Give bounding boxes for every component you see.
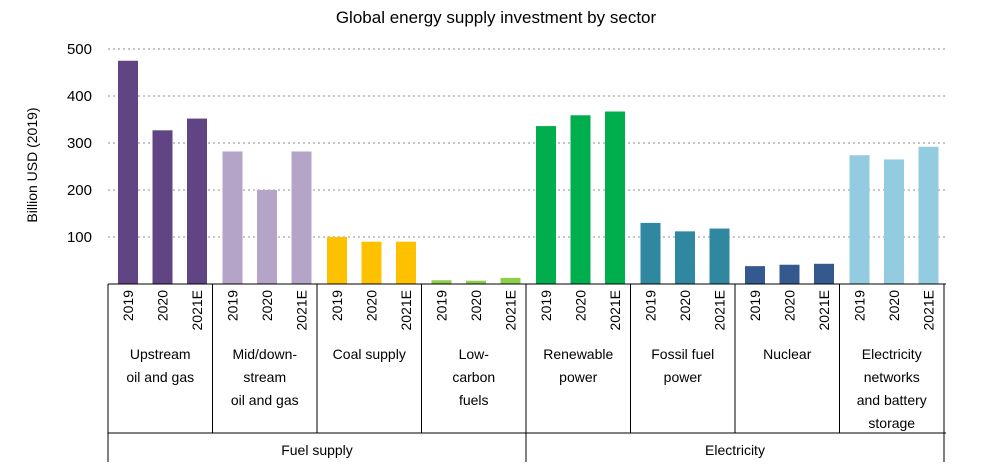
bar [327, 237, 347, 284]
x-tick-label: 2020 [573, 290, 589, 321]
y-axis-label: Billion USD (2019) [24, 107, 40, 222]
category-label-line: fuels [459, 392, 489, 408]
category-label-line: power [664, 369, 702, 385]
category-label-line: Renewable [543, 346, 613, 362]
chart-title: Global energy supply investment by secto… [336, 8, 657, 27]
x-tick-label: 2021E [503, 290, 519, 330]
bar [779, 264, 800, 284]
category-label-line: Nuclear [763, 346, 812, 362]
gridlines: 100 200 300 400 500 [67, 41, 946, 246]
bar [536, 126, 556, 284]
category-label: Renewable power [543, 346, 613, 385]
bar [118, 60, 138, 284]
x-tick-label: 2019 [538, 290, 554, 321]
x-tick-label: 2020 [364, 290, 380, 321]
category-label-line: networks [864, 369, 920, 385]
bar [257, 190, 277, 284]
x-tick-label: 2021E [189, 290, 205, 330]
bar [396, 241, 416, 284]
bar [291, 151, 312, 284]
x-tick-label: 2021E [294, 290, 310, 330]
category-label-line: storage [868, 415, 915, 431]
bar [500, 277, 521, 284]
y-tick-label: 300 [67, 135, 92, 152]
category-label-line: and battery [857, 392, 927, 408]
category-label-line: Mid/down- [232, 346, 297, 362]
category-label-line: stream [243, 369, 286, 385]
x-tick-label: 2019 [852, 290, 868, 321]
x-tick-label: 2020 [782, 290, 798, 321]
x-tick-label: 2021E [921, 290, 937, 330]
category-label: Nuclear [763, 346, 812, 362]
category-label-line: Fossil fuel [651, 346, 714, 362]
x-tick-label: 2019 [120, 290, 136, 321]
bar [466, 280, 486, 284]
category-label-line: Coal supply [333, 346, 406, 362]
x-tick-label: 2020 [259, 290, 275, 321]
category-label-line: power [559, 369, 597, 385]
bar [640, 222, 661, 284]
y-tick-label: 400 [67, 88, 92, 105]
category-label: Low-carbon fuels [452, 346, 495, 408]
bar [849, 155, 870, 284]
bar [152, 130, 173, 284]
x-tick-label: 2020 [155, 290, 171, 321]
category-label-line: oil and gas [231, 392, 299, 408]
bar [814, 263, 834, 284]
category-label-line: oil and gas [126, 369, 194, 385]
x-tick-label: 2021E [607, 290, 623, 330]
y-tick-label: 200 [67, 182, 92, 199]
y-tick-label: 500 [67, 41, 92, 58]
x-tick-label: 2019 [434, 290, 450, 321]
category-label-line: Electricity [862, 346, 922, 362]
bar [222, 151, 243, 284]
bar [187, 118, 207, 284]
x-tick-label: 2021E [712, 290, 728, 330]
category-label: Mid/down-stream oil and gas [231, 346, 299, 408]
bar [570, 115, 591, 285]
group-label: Electricity [705, 442, 765, 458]
bar [675, 231, 695, 284]
bar [745, 266, 765, 284]
y-tick-label: 100 [67, 229, 92, 246]
x-axis: 2019 2020 2021E Upstream oil and gas 2019 2020… [107, 283, 946, 462]
category-label: Coal supply [333, 346, 406, 362]
x-tick-label: 2019 [225, 290, 241, 321]
bar [884, 159, 904, 284]
x-tick-label: 2020 [677, 290, 693, 321]
bar [361, 241, 382, 284]
category-label-line: Upstream [130, 346, 191, 362]
category-label: Electricity networks and battery storage [857, 346, 927, 431]
x-tick-label: 2021E [398, 290, 414, 330]
category-label-line: carbon [452, 369, 495, 385]
bar [605, 111, 625, 284]
x-tick-label: 2019 [747, 290, 763, 321]
x-tick-label: 2019 [329, 290, 345, 321]
category-label-line: Low- [459, 346, 490, 362]
bar [918, 146, 939, 284]
category-label: Upstream oil and gas [126, 346, 194, 385]
x-tick-label: 2020 [886, 290, 902, 321]
group-label: Fuel supply [281, 442, 353, 458]
x-tick-label: 2020 [468, 290, 484, 321]
category-label: Fossil fuel power [651, 346, 714, 385]
x-tick-label: 2021E [816, 290, 832, 330]
bars [118, 60, 939, 285]
bar [709, 228, 730, 284]
bar [431, 280, 452, 284]
x-tick-label: 2019 [643, 290, 659, 321]
